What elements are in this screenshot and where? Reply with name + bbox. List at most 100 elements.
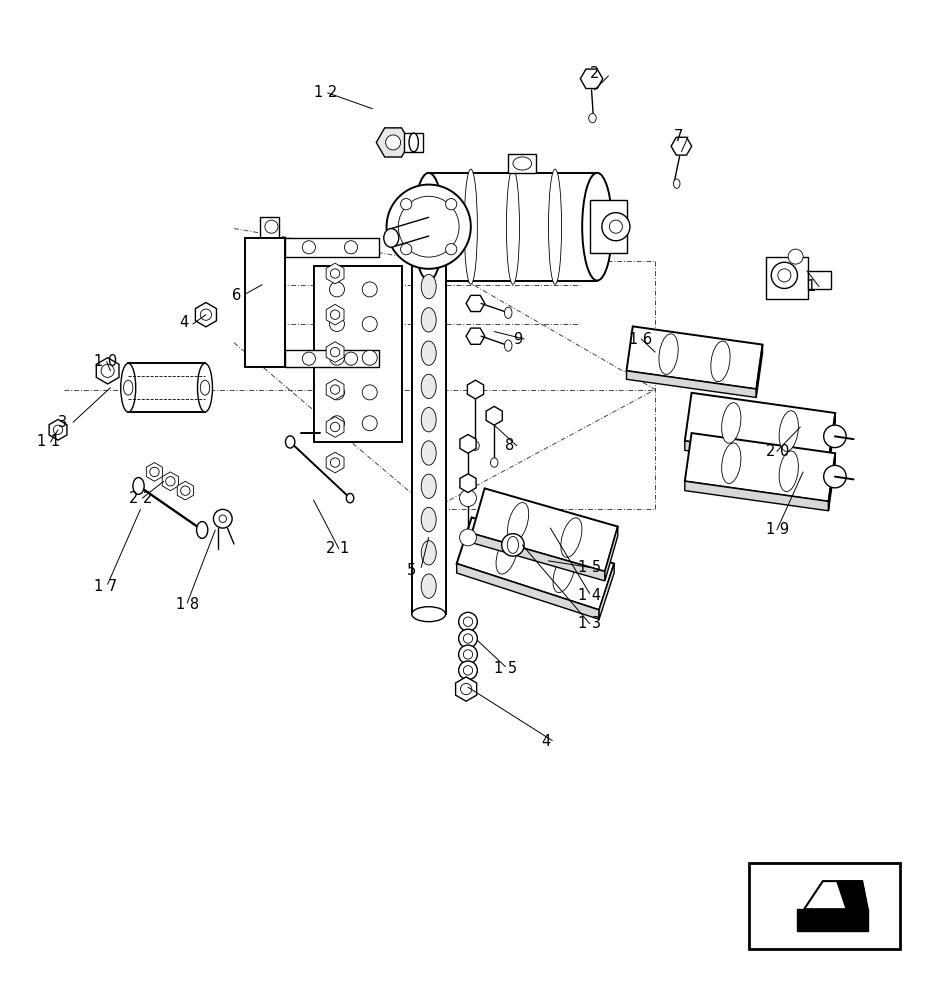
Polygon shape <box>472 533 605 581</box>
Polygon shape <box>285 350 379 367</box>
Ellipse shape <box>490 458 498 467</box>
Circle shape <box>362 317 377 332</box>
Ellipse shape <box>421 574 436 598</box>
Ellipse shape <box>197 363 212 412</box>
Text: 5: 5 <box>407 563 417 578</box>
Circle shape <box>101 364 114 377</box>
Text: 1 6: 1 6 <box>629 332 652 347</box>
Ellipse shape <box>133 478 144 494</box>
Circle shape <box>302 352 315 365</box>
Text: 2 2: 2 2 <box>129 491 153 506</box>
Polygon shape <box>326 379 344 400</box>
Circle shape <box>213 509 232 528</box>
Polygon shape <box>177 481 194 500</box>
Text: 2: 2 <box>590 66 599 81</box>
Polygon shape <box>828 453 835 511</box>
Text: 1 0: 1 0 <box>94 354 117 369</box>
Circle shape <box>459 612 477 631</box>
Circle shape <box>459 645 477 664</box>
Polygon shape <box>412 259 446 614</box>
Circle shape <box>219 515 227 522</box>
Polygon shape <box>828 413 835 471</box>
Circle shape <box>265 220 278 233</box>
Ellipse shape <box>409 133 418 152</box>
Polygon shape <box>128 363 205 412</box>
Polygon shape <box>671 137 692 155</box>
Ellipse shape <box>513 157 532 170</box>
Circle shape <box>463 650 473 659</box>
Polygon shape <box>580 69 603 89</box>
Ellipse shape <box>589 113 596 123</box>
Ellipse shape <box>421 474 436 498</box>
Ellipse shape <box>387 185 471 269</box>
Text: 1 2: 1 2 <box>314 85 337 100</box>
Circle shape <box>446 199 457 210</box>
Ellipse shape <box>582 173 612 281</box>
Circle shape <box>446 244 457 255</box>
Polygon shape <box>326 417 344 437</box>
Text: 1 9: 1 9 <box>766 522 789 537</box>
Circle shape <box>502 534 524 556</box>
Circle shape <box>344 241 358 254</box>
Polygon shape <box>685 433 835 501</box>
Text: 2 1: 2 1 <box>326 541 349 556</box>
Circle shape <box>460 490 476 507</box>
Polygon shape <box>326 342 344 362</box>
Ellipse shape <box>346 493 354 503</box>
Ellipse shape <box>421 507 436 532</box>
Text: 1 5: 1 5 <box>578 560 602 575</box>
Ellipse shape <box>414 173 444 281</box>
Circle shape <box>463 666 473 675</box>
Polygon shape <box>808 271 831 289</box>
Polygon shape <box>49 420 67 440</box>
Ellipse shape <box>674 179 680 188</box>
Text: 1 8: 1 8 <box>176 597 199 612</box>
Ellipse shape <box>472 441 479 450</box>
Polygon shape <box>496 535 518 574</box>
Circle shape <box>788 249 803 264</box>
Text: 1 3: 1 3 <box>578 616 602 631</box>
Ellipse shape <box>197 522 208 538</box>
Polygon shape <box>685 393 835 461</box>
Circle shape <box>302 241 315 254</box>
Text: 1 4: 1 4 <box>578 588 602 603</box>
Circle shape <box>330 310 340 319</box>
Circle shape <box>329 385 344 400</box>
Polygon shape <box>460 474 476 493</box>
Circle shape <box>181 486 190 495</box>
Text: 7: 7 <box>674 129 683 144</box>
Polygon shape <box>466 328 485 344</box>
Ellipse shape <box>384 229 399 247</box>
Circle shape <box>386 135 401 150</box>
Ellipse shape <box>121 363 136 412</box>
Ellipse shape <box>464 169 477 284</box>
Ellipse shape <box>412 251 446 266</box>
Text: 1: 1 <box>807 279 816 294</box>
Circle shape <box>329 350 344 365</box>
Polygon shape <box>766 257 808 299</box>
Polygon shape <box>456 677 476 701</box>
Circle shape <box>362 416 377 431</box>
Polygon shape <box>162 472 179 491</box>
Circle shape <box>150 467 159 477</box>
Text: 1 5: 1 5 <box>494 661 518 676</box>
Circle shape <box>602 213 630 241</box>
Circle shape <box>329 416 344 431</box>
Polygon shape <box>460 434 476 453</box>
Polygon shape <box>466 295 485 312</box>
Bar <box>590 200 627 253</box>
Polygon shape <box>457 564 599 619</box>
Bar <box>404 133 423 152</box>
Polygon shape <box>553 553 575 593</box>
Polygon shape <box>326 304 344 325</box>
Circle shape <box>53 425 63 434</box>
Circle shape <box>362 282 377 297</box>
Polygon shape <box>457 517 614 610</box>
Polygon shape <box>285 238 379 257</box>
Ellipse shape <box>200 380 210 395</box>
Circle shape <box>463 617 473 626</box>
Text: 9: 9 <box>513 332 522 347</box>
Circle shape <box>460 529 476 546</box>
Polygon shape <box>467 380 484 399</box>
Circle shape <box>362 385 377 400</box>
